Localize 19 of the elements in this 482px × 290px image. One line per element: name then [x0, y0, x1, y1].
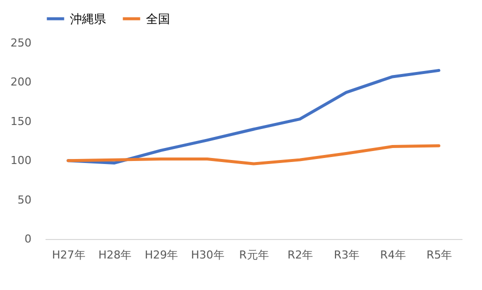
x-tick-label: H27年 [52, 248, 86, 262]
y-tick-label: 0 [24, 232, 32, 246]
line-series [66, 144, 440, 166]
line-series [66, 68, 440, 164]
legend-label: 全国 [146, 12, 170, 26]
y-tick-label: 150 [10, 114, 32, 128]
y-tick-label: 50 [18, 193, 32, 206]
y-tick-label: 100 [10, 154, 32, 168]
x-tick-label: H28年 [98, 248, 132, 262]
x-tick-label: R3年 [334, 248, 360, 262]
legend-label: 沖縄県 [70, 12, 106, 26]
y-tick-label: 250 [10, 36, 32, 50]
x-tick-label: H29年 [144, 248, 178, 262]
x-tick-label: R元年 [239, 248, 269, 262]
x-tick-label: H30年 [191, 248, 224, 262]
y-tick-label: 200 [10, 76, 32, 89]
x-tick-label: R2年 [288, 248, 314, 262]
x-tick-label: R5年 [426, 248, 452, 262]
x-tick-label: R4年 [380, 248, 406, 262]
